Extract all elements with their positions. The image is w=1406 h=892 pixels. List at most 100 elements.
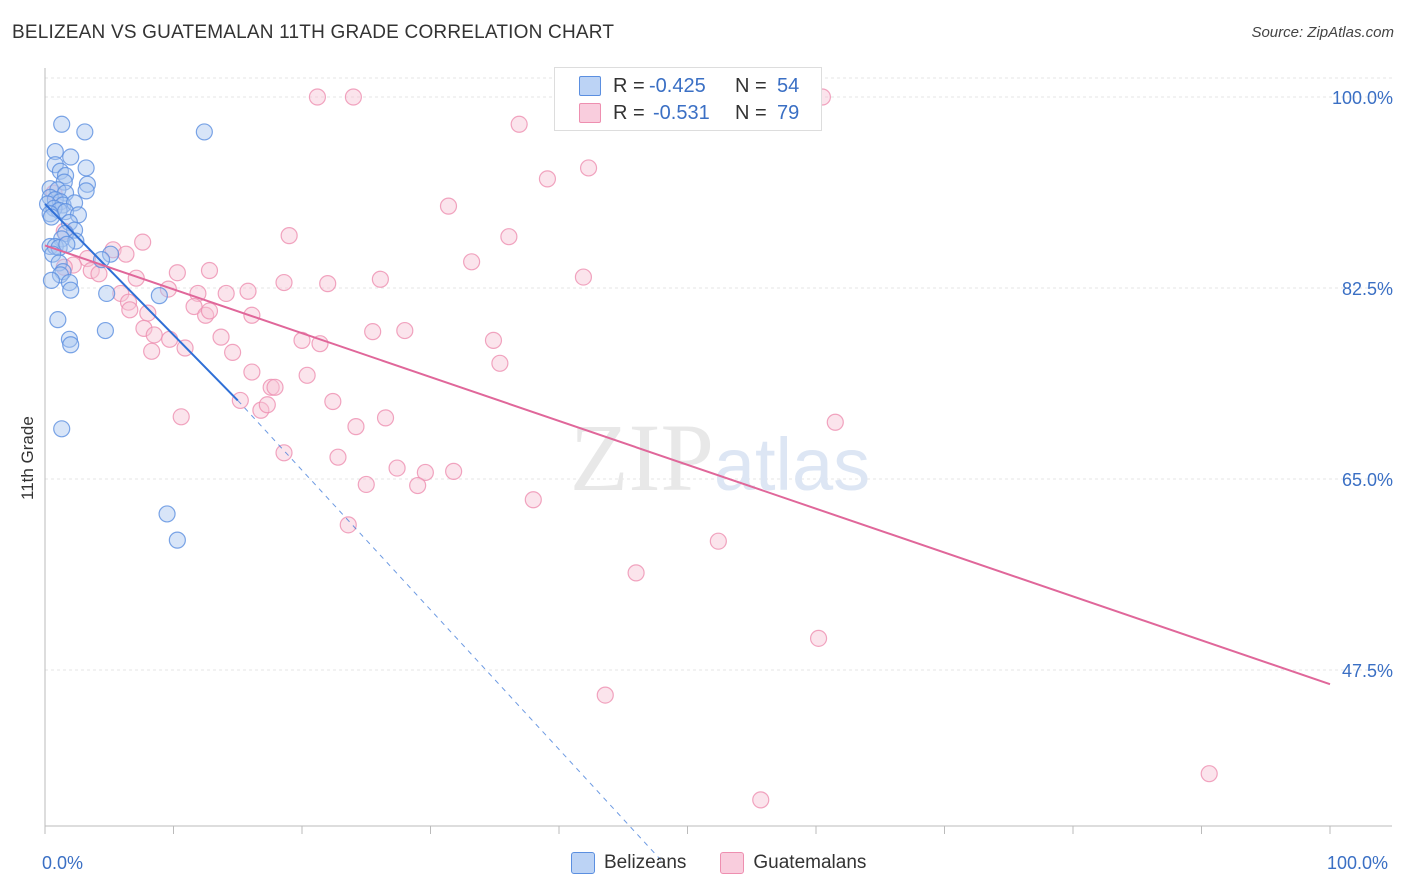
point-guatemalans-38 (161, 330, 179, 348)
point-guatemalans-37 (145, 326, 163, 344)
point-guatemalans-32 (121, 301, 139, 319)
point-guatemalans-22 (371, 270, 389, 288)
y-tick-label-3: 47.5% (1342, 661, 1393, 681)
point-guatemalans-66 (409, 476, 427, 495)
point-guatemalans-25 (217, 284, 235, 303)
point-guatemalans-45 (491, 354, 509, 372)
watermark: ZIPatlas (570, 404, 870, 511)
point-guatemalans-16 (168, 264, 186, 282)
point-belizeans-44 (62, 281, 80, 299)
point-guatemalans-54 (258, 396, 276, 414)
point-belizeans-0 (53, 115, 71, 133)
legend-item-guatemalans[interactable]: Guatemalans (720, 852, 866, 874)
chart-source: Source: ZipAtlas.com (1251, 24, 1394, 41)
trend-line-guatemalans (44, 244, 1331, 686)
point-guatemalans-61 (329, 448, 347, 466)
point-guatemalans-0 (308, 88, 327, 106)
legend-n-value: 54 (777, 74, 800, 97)
point-guatemalans-1 (344, 88, 362, 106)
points-belizeans (38, 115, 213, 549)
point-guatemalans-7 (280, 227, 298, 245)
legend-item-belizeans[interactable]: Belizeans (571, 852, 686, 874)
legend-r-value: -0.425 (649, 74, 706, 97)
point-guatemalans-70 (627, 564, 645, 582)
point-guatemalans-23 (159, 280, 177, 298)
point-belizeans-48 (96, 321, 114, 340)
legend-swatch-belizeans (571, 852, 595, 874)
point-belizeans-10 (78, 175, 97, 193)
point-belizeans-26 (42, 208, 61, 226)
legend-swatch-guatemalans (720, 852, 745, 874)
legend-r-label: R = (613, 101, 645, 124)
point-guatemalans-74 (752, 791, 770, 809)
point-guatemalans-73 (1200, 765, 1218, 783)
point-guatemalans-8 (134, 233, 152, 251)
point-guatemalans-71 (809, 629, 828, 647)
point-belizeans-52 (158, 505, 176, 523)
point-guatemalans-65 (357, 475, 375, 494)
legend-r-label: R = (613, 74, 645, 97)
legend-n-value: 79 (777, 101, 800, 124)
point-guatemalans-5 (538, 170, 557, 188)
point-guatemalans-21 (319, 275, 337, 293)
legend-row-belizeans: R = -0.425 N = 54 (579, 74, 799, 98)
point-guatemalans-3 (510, 115, 528, 133)
point-belizeans-36 (101, 245, 120, 263)
point-belizeans-53 (168, 531, 186, 549)
watermark-atlas: atlas (714, 423, 870, 506)
legend-label-belizeans: Belizeans (604, 852, 687, 873)
point-guatemalans-35 (212, 328, 230, 346)
trend-extension-belizeans (237, 400, 663, 862)
point-guatemalans-69 (709, 532, 727, 550)
point-guatemalans-17 (200, 261, 219, 280)
y-tick-label-2: 65.0% (1342, 470, 1393, 490)
point-guatemalans-24 (189, 284, 207, 303)
point-guatemalans-72 (596, 686, 614, 704)
trend-line-belizeans (44, 203, 239, 402)
y-axis-label: 11th Grade (18, 416, 37, 500)
point-guatemalans-18 (463, 253, 481, 271)
point-guatemalans-10 (117, 245, 135, 263)
legend-n-label: N = (735, 101, 767, 124)
point-guatemalans-50 (266, 378, 284, 396)
point-guatemalans-42 (364, 323, 382, 341)
point-guatemalans-76 (574, 268, 593, 286)
legend-r-value: -0.531 (653, 101, 710, 124)
legend-n-label: N = (735, 74, 767, 97)
y-tick-label-1: 82.5% (1342, 279, 1393, 299)
point-guatemalans-52 (231, 391, 249, 410)
y-axis-label-wrap: 11th Grade (18, 371, 38, 500)
x-tick-label-min: 0.0% (42, 853, 84, 873)
point-guatemalans-4 (579, 159, 598, 177)
trend-lines (44, 203, 1331, 862)
point-belizeans-50 (62, 336, 80, 354)
point-belizeans-6 (77, 159, 95, 177)
point-guatemalans-63 (416, 463, 434, 482)
point-guatemalans-67 (524, 491, 542, 509)
watermark-zip: ZIP (570, 404, 714, 511)
legend-swatch-guatemalans (579, 103, 601, 123)
point-guatemalans-48 (243, 363, 261, 381)
series-legend: Belizeans Guatemalans (571, 852, 900, 874)
point-guatemalans-68 (339, 516, 357, 534)
point-guatemalans-44 (484, 331, 503, 349)
point-guatemalans-75 (500, 228, 518, 246)
point-guatemalans-46 (143, 342, 161, 360)
point-guatemalans-29 (185, 297, 203, 316)
legend-row-guatemalans: R = -0.531 N = 79 (579, 101, 799, 125)
point-guatemalans-20 (275, 273, 293, 292)
chart-title: BELIZEAN VS GUATEMALAN 11TH GRADE CORREL… (12, 22, 615, 43)
point-guatemalans-15 (90, 265, 108, 283)
point-belizeans-4 (62, 148, 80, 166)
stats-legend: R = -0.425 N = 54 R = -0.531 N = 79 (554, 67, 822, 131)
legend-label-guatemalans: Guatemalans (753, 852, 867, 873)
point-guatemalans-64 (445, 462, 463, 480)
y-tick-labels: 100.0% 82.5% 65.0% 47.5% (1332, 88, 1393, 681)
x-tick-label-max: 100.0% (1327, 853, 1389, 873)
point-belizeans-11 (77, 182, 95, 200)
point-guatemalans-59 (826, 413, 844, 431)
point-guatemalans-56 (172, 408, 190, 426)
point-belizeans-3 (46, 142, 64, 161)
point-guatemalans-57 (376, 409, 395, 427)
point-guatemalans-47 (224, 343, 242, 361)
